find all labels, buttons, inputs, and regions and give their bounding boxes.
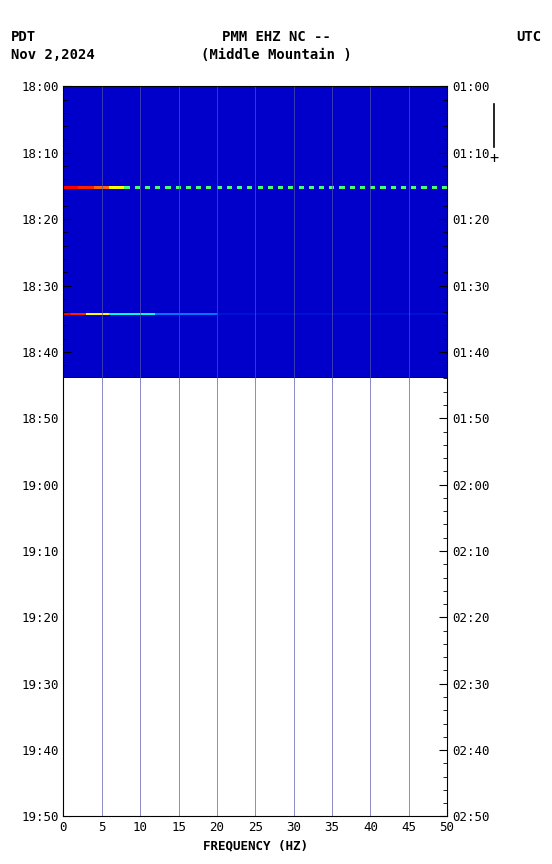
- Text: (Middle Mountain ): (Middle Mountain ): [200, 48, 352, 61]
- Text: Nov 2,2024: Nov 2,2024: [11, 48, 95, 61]
- Text: PDT: PDT: [11, 30, 36, 44]
- Text: PMM EHZ NC --: PMM EHZ NC --: [221, 30, 331, 44]
- X-axis label: FREQUENCY (HZ): FREQUENCY (HZ): [203, 840, 308, 853]
- Bar: [63, 378, 447, 816]
- Text: +: +: [490, 151, 498, 166]
- Text: UTC: UTC: [516, 30, 541, 44]
